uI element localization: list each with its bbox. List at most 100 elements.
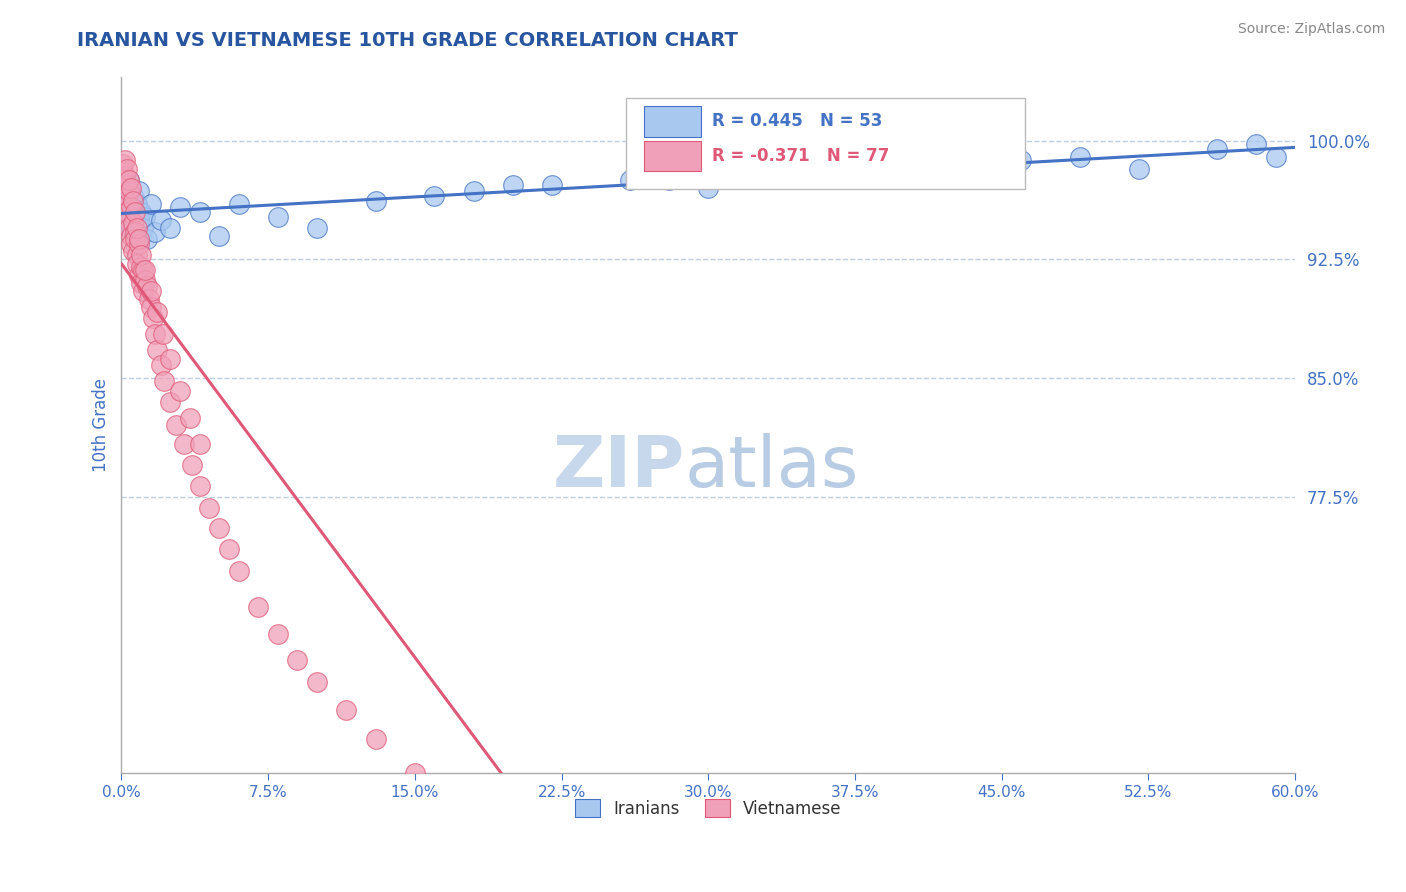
Point <box>502 178 524 192</box>
Point <box>114 189 136 203</box>
Point <box>117 197 139 211</box>
Point <box>127 247 149 261</box>
Point <box>114 181 136 195</box>
Point <box>972 146 994 161</box>
Point <box>404 766 426 780</box>
Point <box>1128 162 1150 177</box>
Point <box>129 276 152 290</box>
Point <box>124 226 146 240</box>
Point <box>364 731 387 746</box>
Point <box>117 205 139 219</box>
Point <box>267 210 290 224</box>
Point <box>143 326 166 341</box>
FancyBboxPatch shape <box>626 98 1025 189</box>
Point <box>145 343 167 357</box>
Point <box>118 173 141 187</box>
Point <box>737 165 759 179</box>
Point <box>120 228 142 243</box>
Point <box>138 292 160 306</box>
Point <box>124 216 146 230</box>
Point <box>1010 153 1032 167</box>
Text: Source: ZipAtlas.com: Source: ZipAtlas.com <box>1237 22 1385 37</box>
Point <box>305 674 328 689</box>
Point <box>208 521 231 535</box>
Point <box>122 216 145 230</box>
Point <box>335 703 357 717</box>
Point <box>139 284 162 298</box>
Point <box>120 220 142 235</box>
Point <box>247 600 270 615</box>
Point <box>169 384 191 398</box>
Point <box>522 854 544 868</box>
Point <box>127 257 149 271</box>
Point <box>180 458 202 472</box>
Point <box>114 200 136 214</box>
Point <box>540 178 562 192</box>
Text: atlas: atlas <box>685 433 859 501</box>
Point <box>139 197 162 211</box>
Point <box>228 197 250 211</box>
Point <box>218 541 240 556</box>
Point <box>482 826 505 840</box>
Point <box>117 178 139 192</box>
Y-axis label: 10th Grade: 10th Grade <box>93 378 110 473</box>
Point <box>114 153 136 167</box>
Point <box>127 220 149 235</box>
Point <box>198 500 221 515</box>
Point <box>129 247 152 261</box>
Point <box>122 189 145 203</box>
Point <box>619 173 641 187</box>
Point <box>114 189 136 203</box>
Point <box>159 220 181 235</box>
Point <box>853 169 876 183</box>
Point <box>118 184 141 198</box>
Point <box>128 268 150 282</box>
Point <box>117 205 139 219</box>
Point <box>142 310 165 325</box>
Point <box>118 194 141 208</box>
Point <box>129 228 152 243</box>
Point <box>658 173 681 187</box>
Point <box>134 210 156 224</box>
Point <box>134 273 156 287</box>
Point <box>135 279 157 293</box>
Point <box>188 437 211 451</box>
Point <box>118 181 141 195</box>
Point <box>132 220 155 235</box>
Point <box>159 351 181 366</box>
Point <box>120 200 142 214</box>
Text: R = 0.445   N = 53: R = 0.445 N = 53 <box>711 112 882 130</box>
Point <box>423 189 446 203</box>
Point <box>149 212 172 227</box>
Point <box>1264 149 1286 163</box>
Point <box>118 220 141 235</box>
Point <box>127 226 149 240</box>
Point <box>120 181 142 195</box>
Text: R = -0.371   N = 77: R = -0.371 N = 77 <box>711 147 889 165</box>
Point <box>128 212 150 227</box>
Point <box>112 173 135 187</box>
Point <box>188 205 211 219</box>
Text: IRANIAN VS VIETNAMESE 10TH GRADE CORRELATION CHART: IRANIAN VS VIETNAMESE 10TH GRADE CORRELA… <box>77 31 738 50</box>
Point <box>124 205 146 219</box>
Point <box>128 236 150 251</box>
Point <box>118 212 141 227</box>
Point <box>179 410 201 425</box>
Point <box>129 205 152 219</box>
Point <box>120 236 142 251</box>
Point <box>287 652 309 666</box>
Point <box>153 374 176 388</box>
Point <box>112 165 135 179</box>
Point <box>117 184 139 198</box>
Point <box>112 157 135 171</box>
Point <box>118 173 141 187</box>
Point <box>114 169 136 183</box>
Point <box>117 178 139 192</box>
Point <box>1069 149 1091 163</box>
Point <box>122 244 145 259</box>
Point <box>188 478 211 492</box>
Point <box>794 165 817 179</box>
Point <box>139 300 162 314</box>
Point <box>134 263 156 277</box>
Point <box>135 232 157 246</box>
